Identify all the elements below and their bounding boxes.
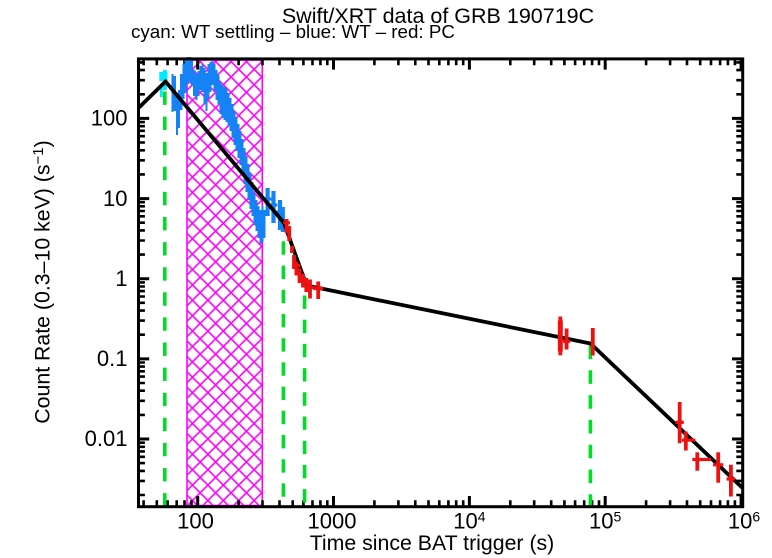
svg-text:1000: 1000: [308, 509, 357, 534]
svg-text:Count Rate (0.3–10 keV) (s−1): Count Rate (0.3–10 keV) (s−1): [30, 140, 55, 423]
svg-text:1: 1: [115, 266, 127, 291]
svg-text:10: 10: [103, 186, 127, 211]
svg-text:Time since BAT trigger (s): Time since BAT trigger (s): [310, 531, 555, 555]
svg-text:cyan: WT settling – blue: WT –: cyan: WT settling – blue: WT – red: PC: [131, 21, 455, 42]
svg-text:100: 100: [91, 106, 128, 131]
svg-text:0.1: 0.1: [97, 346, 128, 371]
svg-text:Swift/XRT data of GRB 190719C: Swift/XRT data of GRB 190719C: [282, 4, 594, 28]
svg-text:0.01: 0.01: [85, 426, 128, 451]
svg-text:100: 100: [177, 509, 214, 534]
